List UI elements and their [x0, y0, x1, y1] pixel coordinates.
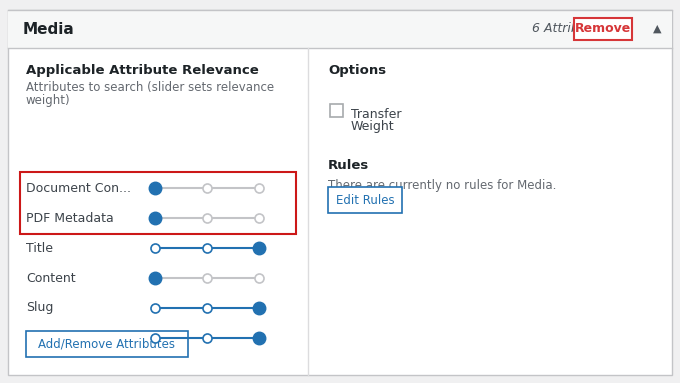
FancyBboxPatch shape	[26, 331, 188, 357]
Text: Options: Options	[328, 64, 386, 77]
Text: Transfer: Transfer	[351, 108, 401, 121]
Text: Applicable Attribute Relevance: Applicable Attribute Relevance	[26, 64, 259, 77]
Text: 6 Attributes: 6 Attributes	[532, 23, 606, 36]
Bar	[20, 172, 296, 234]
Bar	[8, 10, 672, 48]
Text: Media: Media	[23, 21, 75, 36]
Text: PDF Metadata: PDF Metadata	[26, 211, 114, 224]
Text: Title: Title	[26, 242, 53, 254]
Text: Edit Rules: Edit Rules	[336, 193, 394, 206]
Text: Weight: Weight	[351, 120, 394, 133]
Text: Attributes to search (slider sets relevance: Attributes to search (slider sets releva…	[26, 81, 274, 94]
Text: Add/Remove Attributes: Add/Remove Attributes	[39, 337, 175, 350]
Text: There are currently no rules for Media.: There are currently no rules for Media.	[328, 179, 556, 192]
Text: Document Con...: Document Con...	[26, 182, 131, 195]
Text: Excerpt: Excerpt	[26, 332, 73, 344]
Text: ▲: ▲	[653, 24, 661, 34]
Text: Remove: Remove	[575, 23, 631, 36]
Text: Content: Content	[26, 272, 75, 285]
FancyBboxPatch shape	[574, 18, 632, 40]
FancyBboxPatch shape	[328, 187, 402, 213]
Bar	[330, 104, 343, 117]
Text: Rules: Rules	[328, 159, 369, 172]
Text: Slug: Slug	[26, 301, 53, 314]
Text: weight): weight)	[26, 94, 71, 107]
